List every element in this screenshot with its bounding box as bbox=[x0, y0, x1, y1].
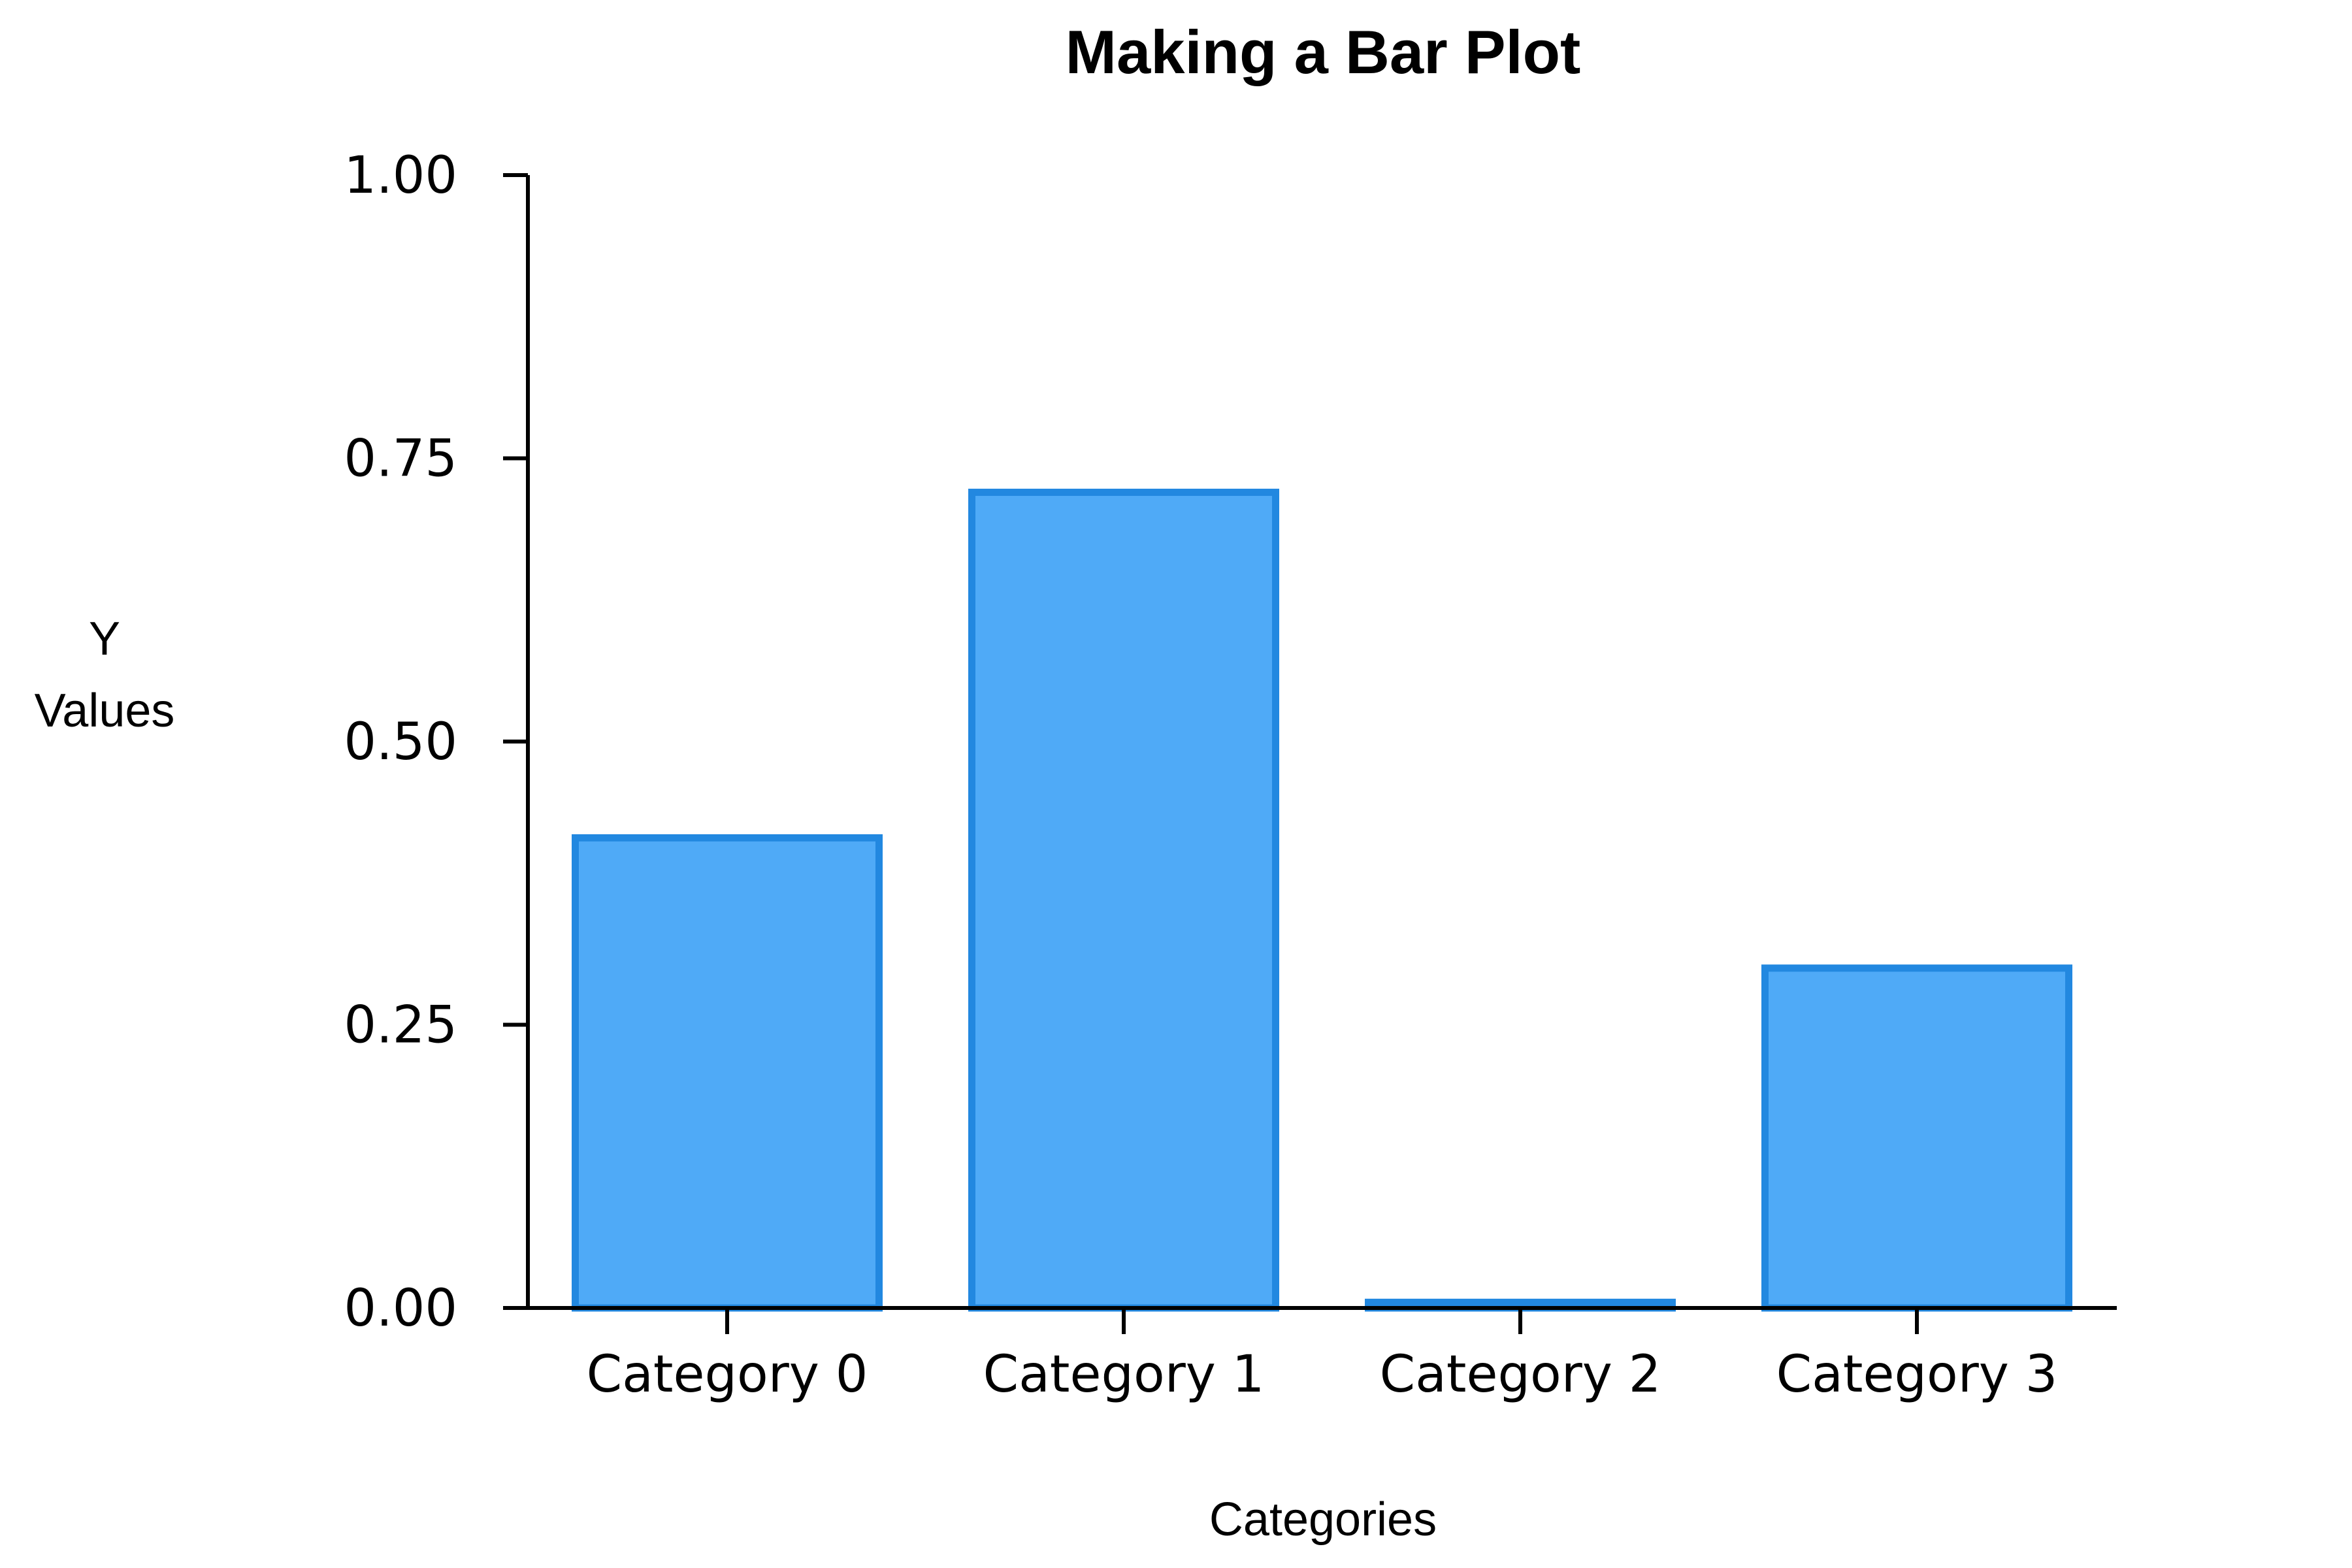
y-tick-label: 0.25 bbox=[344, 996, 457, 1055]
y-axis-label: Y Values bbox=[35, 613, 175, 737]
x-axis-label: Categories bbox=[1209, 1494, 1437, 1546]
x-tick-label: Category 3 bbox=[1776, 1345, 2058, 1404]
x-axis-ticks: Category 0 Category 1 Category 2 Category 3 bbox=[587, 1308, 2058, 1404]
y-tick-label: 1.00 bbox=[344, 146, 457, 205]
bar bbox=[968, 489, 1279, 1312]
bar bbox=[572, 834, 883, 1312]
y-tick-label: 0.75 bbox=[344, 430, 457, 489]
x-tick-label: Category 1 bbox=[983, 1345, 1265, 1404]
x-tick-label: Category 0 bbox=[587, 1345, 868, 1404]
y-tick-label: 0.50 bbox=[344, 713, 457, 772]
y-axis-label-line-2: Values bbox=[35, 685, 175, 737]
chart-title: Making a Bar Plot bbox=[1066, 18, 1581, 86]
bar bbox=[1761, 964, 2072, 1312]
y-axis-ticks: 0.00 0.25 0.50 0.75 1.00 bbox=[344, 146, 528, 1338]
y-axis-label-line-1: Y bbox=[89, 613, 120, 665]
bars-group bbox=[572, 489, 2072, 1312]
x-tick-label: Category 2 bbox=[1380, 1345, 1661, 1404]
y-tick-label: 0.00 bbox=[344, 1279, 457, 1338]
